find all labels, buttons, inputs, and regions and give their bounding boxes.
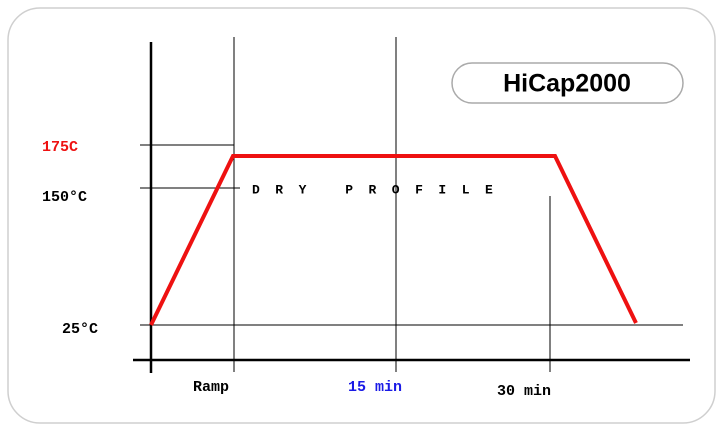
profile-line xyxy=(149,154,638,326)
time-label: 15 min xyxy=(348,379,402,396)
time-label: 30 min xyxy=(497,383,551,400)
temp-label: 25°C xyxy=(62,321,98,338)
badge-box xyxy=(451,62,684,104)
profile-title: DRY PROFILE xyxy=(252,182,508,197)
temp-label: 175C xyxy=(42,139,78,156)
frame xyxy=(7,7,716,424)
time-label: Ramp xyxy=(193,379,229,396)
guides xyxy=(140,37,683,372)
badge: HiCap2000 xyxy=(503,70,631,98)
temp-label: 150°C xyxy=(42,189,87,206)
